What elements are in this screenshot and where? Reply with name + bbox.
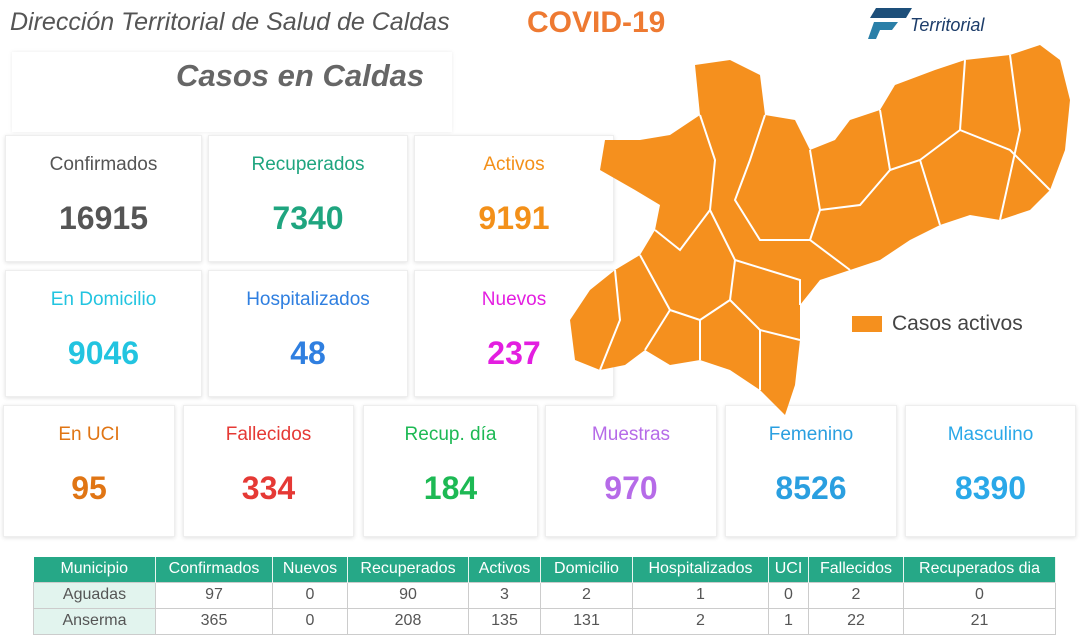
column-header: UCI — [768, 557, 809, 582]
column-header: Nuevos — [272, 557, 348, 582]
stat-label: En Domicilio — [50, 289, 157, 310]
stat-label: Recup. día — [404, 424, 497, 445]
table-cell: 131 — [540, 607, 633, 635]
municipio-cell: Aguadas — [33, 581, 156, 609]
stat-card-recuperados: Recuperados 7340 — [208, 135, 408, 262]
table-cell: 21 — [903, 607, 1056, 635]
table-row: Aguadas 97 0 90 3 2 1 0 2 0 — [33, 581, 1056, 609]
stat-card-muestras: Muestras 970 — [545, 405, 717, 537]
stat-value: 334 — [241, 470, 296, 506]
table-row: Anserma 365 0 208 135 131 2 1 22 21 — [33, 607, 1056, 635]
territorial-logo: Territorial — [868, 6, 1008, 42]
table-cell: 0 — [903, 581, 1056, 609]
stat-value: 8526 — [775, 470, 847, 506]
column-header: Recuperados dia — [903, 557, 1056, 582]
stat-value: 7340 — [272, 200, 344, 236]
column-header: Municipio — [33, 557, 156, 582]
stat-card-recup-d-a: Recup. día 184 — [363, 405, 538, 537]
map-legend: Casos activos — [852, 312, 1023, 336]
stat-value: 9191 — [478, 200, 550, 236]
table-cell: 22 — [808, 607, 904, 635]
column-header: Domicilio — [540, 557, 633, 582]
table-cell: 365 — [155, 607, 273, 635]
covid-heading: COVID-19 — [527, 6, 666, 39]
table-cell: 135 — [468, 607, 541, 635]
legend-label: Casos activos — [892, 312, 1023, 335]
stat-label: Recuperados — [251, 154, 365, 175]
table-cell: 90 — [347, 581, 469, 609]
stat-label: Femenino — [768, 424, 854, 445]
stat-label: En UCI — [58, 424, 120, 445]
column-header: Confirmados — [155, 557, 273, 582]
stat-value: 184 — [423, 470, 478, 506]
column-header: Hospitalizados — [632, 557, 769, 582]
table-cell: 2 — [540, 581, 633, 609]
municipality-table: Municipio Confirmados Nuevos Recuperados Act… — [33, 557, 1056, 635]
table-cell: 1 — [632, 581, 769, 609]
table-cell: 2 — [632, 607, 769, 635]
stat-label: Activos — [483, 154, 545, 175]
stat-card-en-uci: En UCI 95 — [3, 405, 175, 537]
table-cell: 3 — [468, 581, 541, 609]
stat-label: Muestras — [591, 424, 671, 445]
stat-label: Masculino — [947, 424, 1034, 445]
stat-label: Nuevos — [481, 289, 547, 310]
stat-value: 16915 — [59, 200, 148, 236]
stat-card-fallecidos: Fallecidos 334 — [183, 405, 354, 537]
caldas-map — [570, 45, 1070, 415]
stat-value: 237 — [487, 335, 541, 371]
column-header: Recuperados — [347, 557, 469, 582]
legend-swatch — [852, 316, 882, 332]
table-cell: 0 — [272, 607, 348, 635]
logo-text: Territorial — [910, 15, 985, 35]
page-title: Dirección Territorial de Salud de Caldas — [10, 8, 450, 36]
stat-card-hospitalizados: Hospitalizados 48 — [208, 270, 408, 397]
subtitle: Casos en Caldas — [176, 58, 425, 93]
table-cell: 2 — [808, 581, 904, 609]
stat-value: 95 — [71, 470, 107, 506]
stat-label: Hospitalizados — [246, 289, 370, 310]
table-cell: 0 — [272, 581, 348, 609]
stat-card-masculino: Masculino 8390 — [905, 405, 1076, 537]
map-region — [570, 45, 1070, 415]
stat-value: 970 — [604, 470, 658, 506]
table-cell: 0 — [768, 581, 809, 609]
stat-card-femenino: Femenino 8526 — [725, 405, 897, 537]
stat-card-confirmados: Confirmados 16915 — [5, 135, 202, 262]
municipio-cell: Anserma — [33, 607, 156, 635]
stat-value: 9046 — [67, 335, 140, 371]
stat-label: Fallecidos — [225, 424, 312, 445]
column-header: Activos — [468, 557, 541, 582]
table-cell: 1 — [768, 607, 809, 635]
column-header: Fallecidos — [808, 557, 904, 582]
stat-card-activos: Activos 9191 — [414, 135, 614, 262]
table-cell: 97 — [155, 581, 273, 609]
table-cell: 208 — [347, 607, 469, 635]
stat-value: 48 — [290, 335, 326, 371]
stat-label: Confirmados — [49, 154, 158, 175]
municipality-borders — [599, 54, 1051, 390]
stat-value: 8390 — [954, 470, 1027, 506]
logo-icon — [868, 8, 912, 39]
stat-card-en-domicilio: En Domicilio 9046 — [5, 270, 202, 397]
